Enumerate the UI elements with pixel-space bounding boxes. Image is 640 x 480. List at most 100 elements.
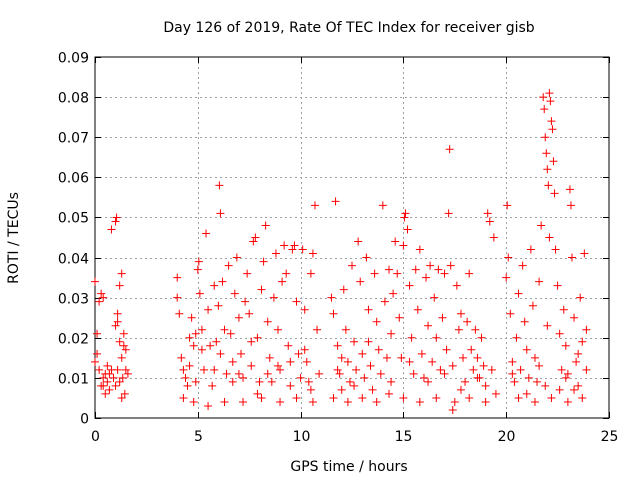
data-point: [555, 385, 564, 394]
y-axis-label: ROTI / TECUs: [6, 192, 22, 284]
data-point: [241, 297, 250, 306]
data-point: [559, 305, 568, 314]
data-point: [444, 209, 453, 218]
data-point: [409, 369, 418, 378]
data-point: [284, 341, 293, 350]
data-point: [306, 385, 315, 394]
data-point: [302, 357, 311, 366]
data-point: [234, 369, 243, 378]
data-point: [456, 309, 465, 318]
data-point: [415, 397, 424, 406]
data-point: [393, 269, 402, 278]
data-point: [300, 305, 309, 314]
data-point: [553, 281, 562, 290]
data-point: [539, 93, 548, 102]
data-point: [115, 281, 124, 290]
data-point: [561, 373, 570, 382]
y-tick-label: 0.01: [58, 372, 89, 388]
data-point: [95, 297, 104, 306]
data-point: [103, 361, 112, 370]
data-point: [391, 237, 400, 246]
data-point: [563, 369, 572, 378]
data-point: [380, 297, 389, 306]
data-point: [580, 249, 589, 258]
data-point: [543, 165, 552, 174]
data-point: [456, 385, 465, 394]
data-point: [422, 273, 431, 282]
data-point: [119, 329, 128, 338]
data-point: [220, 325, 229, 334]
data-point: [378, 201, 387, 210]
data-point: [565, 185, 574, 194]
data-point: [249, 237, 258, 246]
data-point: [339, 285, 348, 294]
data-point: [173, 293, 182, 302]
data-point: [576, 293, 585, 302]
data-point: [308, 249, 317, 258]
data-point: [265, 353, 274, 362]
data-point: [329, 393, 338, 402]
x-tick-label: 5: [194, 429, 203, 445]
data-point: [483, 209, 492, 218]
data-point: [524, 373, 533, 382]
data-point: [273, 325, 282, 334]
data-point: [288, 245, 297, 254]
data-point: [113, 317, 122, 326]
data-point: [382, 353, 391, 362]
data-point: [566, 201, 575, 210]
data-point: [278, 277, 287, 286]
data-point: [185, 333, 194, 342]
data-point: [343, 397, 352, 406]
data-point: [107, 225, 116, 234]
data-point: [364, 337, 373, 346]
data-point: [372, 317, 381, 326]
data-point: [210, 281, 219, 290]
data-point: [424, 321, 433, 330]
data-point: [503, 201, 512, 210]
data-point: [413, 305, 422, 314]
data-point: [473, 353, 482, 362]
data-point: [111, 321, 120, 330]
data-point: [358, 349, 367, 358]
data-point: [352, 365, 361, 374]
data-point: [257, 285, 266, 294]
data-point: [411, 265, 420, 274]
data-point: [181, 373, 190, 382]
data-point: [105, 385, 114, 394]
data-point: [276, 397, 285, 406]
data-point: [271, 249, 280, 258]
data-point: [115, 337, 124, 346]
data-point: [582, 325, 591, 334]
data-point: [434, 265, 443, 274]
data-point: [387, 329, 396, 338]
data-point: [479, 361, 488, 370]
data-point: [199, 365, 208, 374]
data-point: [436, 365, 445, 374]
data-point: [329, 309, 338, 318]
y-tick-label: 0.06: [58, 171, 89, 187]
y-tick-label: 0.09: [58, 51, 89, 67]
data-point: [405, 281, 414, 290]
data-point: [187, 313, 196, 322]
data-point: [366, 361, 375, 370]
data-point: [445, 145, 454, 154]
data-point: [415, 245, 424, 254]
data-point: [459, 353, 468, 362]
data-point: [385, 389, 394, 398]
data-point: [465, 393, 474, 402]
data-point: [121, 345, 130, 354]
data-point: [541, 133, 550, 142]
data-point: [570, 313, 579, 322]
data-point: [259, 257, 268, 266]
data-point: [541, 381, 550, 390]
data-point: [514, 393, 523, 402]
data-point: [528, 301, 537, 310]
data-point: [331, 197, 340, 206]
data-point: [360, 373, 369, 382]
data-point: [481, 397, 490, 406]
data-point: [197, 345, 206, 354]
data-point: [121, 365, 130, 374]
data-point: [432, 393, 441, 402]
data-point: [514, 289, 523, 298]
x-tick-label: 10: [293, 429, 311, 445]
